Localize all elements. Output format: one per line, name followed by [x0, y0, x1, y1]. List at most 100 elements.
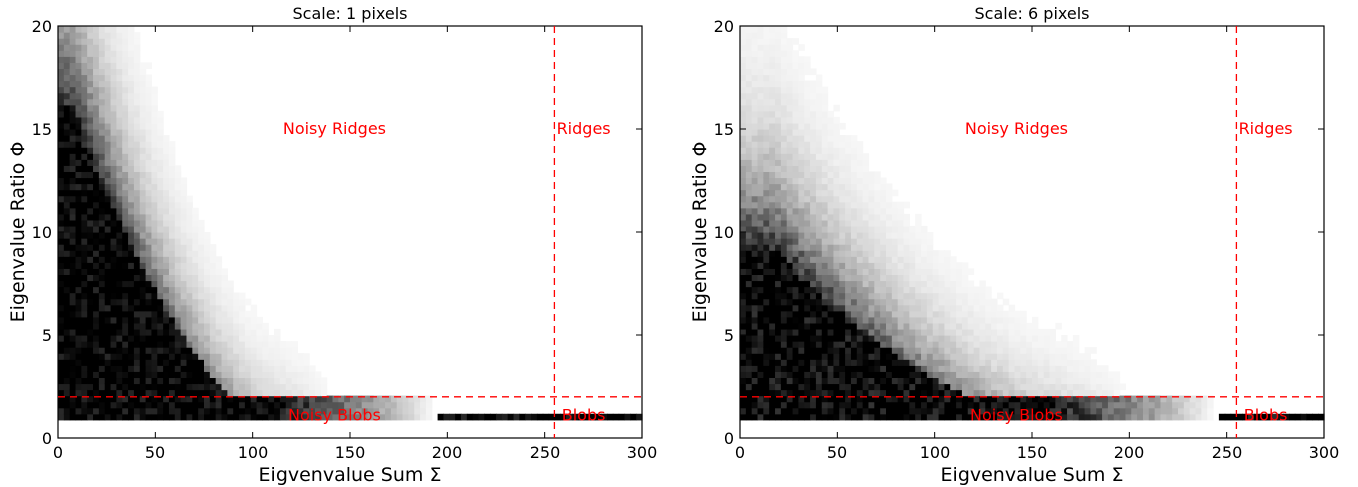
- heatmap-cell: [740, 104, 747, 112]
- heatmap-cell: [133, 219, 141, 227]
- heatmap-cell: [909, 310, 916, 318]
- heatmap-cell: [740, 238, 747, 245]
- heatmap-cell: [751, 383, 759, 391]
- heatmap-cell: [163, 395, 170, 403]
- heatmap-cell: [961, 401, 969, 409]
- heatmap-cell: [209, 389, 217, 397]
- heatmap-cell: [973, 407, 981, 415]
- heatmap-cell: [133, 110, 141, 118]
- heatmap-cell: [833, 122, 840, 130]
- heatmap-cell: [798, 250, 805, 257]
- heatmap-cell: [915, 232, 922, 239]
- heatmap-cell: [227, 377, 234, 385]
- heatmap-cell: [93, 32, 100, 39]
- heatmap-cell: [285, 407, 293, 415]
- heatmap-cell: [956, 371, 963, 379]
- heatmap-cell: [601, 413, 608, 421]
- heatmap-cell: [75, 177, 82, 185]
- heatmap-cell: [850, 377, 858, 385]
- heatmap-cell: [856, 165, 864, 173]
- heatmap-cell: [122, 38, 129, 45]
- heatmap-cell: [110, 122, 117, 130]
- heatmap-cell: [192, 365, 199, 372]
- heatmap-cell: [93, 365, 100, 372]
- heatmap-cell: [63, 347, 71, 354]
- heatmap-cell: [874, 244, 881, 251]
- heatmap-cell: [862, 171, 870, 179]
- heatmap-cell: [909, 232, 916, 239]
- heatmap-cell: [815, 165, 823, 173]
- heatmap-cell: [151, 250, 158, 257]
- heatmap-cell: [827, 129, 835, 136]
- heatmap-cell: [780, 86, 788, 94]
- heatmap-cell: [174, 407, 182, 415]
- heatmap-cell: [886, 250, 893, 257]
- heatmap-cell: [757, 104, 764, 112]
- heatmap-cell: [786, 298, 794, 306]
- heatmap-cell: [821, 341, 829, 348]
- heatmap-cell: [757, 322, 764, 330]
- heatmap-cell: [104, 38, 112, 45]
- heatmap-cell: [63, 322, 71, 330]
- heatmap-cell: [139, 280, 147, 288]
- heatmap-cell: [880, 183, 887, 191]
- heatmap-cell: [815, 274, 823, 282]
- heatmap-cell: [862, 268, 870, 276]
- heatmap-cell: [285, 341, 293, 348]
- heatmap-cell: [845, 395, 852, 403]
- heatmap-cell: [740, 341, 747, 348]
- heatmap-cell: [926, 347, 934, 354]
- heatmap-cell: [827, 153, 835, 160]
- heatmap-cell: [775, 44, 782, 51]
- heatmap-cell: [291, 407, 299, 415]
- heatmap-cell: [850, 304, 858, 312]
- heatmap-cell: [815, 250, 823, 257]
- heatmap-cell: [821, 201, 829, 209]
- heatmap-cell: [810, 189, 817, 197]
- heatmap-cell: [133, 80, 141, 88]
- heatmap-cell: [804, 116, 811, 124]
- heatmap-cell: [75, 292, 82, 300]
- heatmap-cell: [862, 195, 870, 203]
- heatmap-cell: [133, 377, 141, 385]
- heatmap-cell: [133, 401, 141, 409]
- heatmap-cell: [815, 286, 823, 294]
- heatmap-cell: [168, 153, 176, 160]
- heatmap-cell: [757, 310, 764, 318]
- heatmap-cell: [763, 38, 770, 45]
- heatmap-cell: [227, 341, 234, 348]
- heatmap-cell: [891, 395, 899, 403]
- heatmap-cell: [798, 292, 805, 300]
- heatmap-cell: [815, 159, 823, 166]
- heatmap-cell: [979, 365, 986, 372]
- heatmap-cell: [1043, 401, 1051, 409]
- heatmap-cell: [1218, 413, 1226, 421]
- heatmap-cell: [891, 310, 899, 318]
- heatmap-cell: [104, 328, 112, 336]
- heatmap-cell: [740, 116, 747, 124]
- heatmap-cell: [798, 171, 805, 179]
- heatmap-cell: [1189, 395, 1197, 403]
- heatmap-cell: [1037, 341, 1045, 348]
- heatmap-cell: [110, 232, 117, 239]
- heatmap-cell: [75, 353, 82, 360]
- heatmap-cell: [122, 122, 129, 130]
- heatmap-cell: [309, 395, 316, 403]
- heatmap-cell: [810, 262, 817, 269]
- heatmap-cell: [786, 268, 794, 276]
- heatmap-cell: [239, 383, 246, 391]
- heatmap-cell: [81, 262, 88, 269]
- heatmap-cell: [996, 371, 1004, 379]
- heatmap-cell: [909, 298, 916, 306]
- heatmap-cell: [507, 413, 515, 421]
- heatmap-cell: [1026, 341, 1033, 348]
- heatmap-cell: [128, 232, 135, 239]
- heatmap-cell: [745, 238, 753, 245]
- heatmap-cell: [921, 328, 928, 336]
- heatmap-cell: [745, 183, 753, 191]
- heatmap-cell: [1107, 377, 1115, 385]
- heatmap-cell: [938, 359, 945, 366]
- heatmap-cell: [886, 359, 893, 366]
- heatmap-cell: [891, 347, 899, 354]
- heatmap-cell: [116, 341, 123, 348]
